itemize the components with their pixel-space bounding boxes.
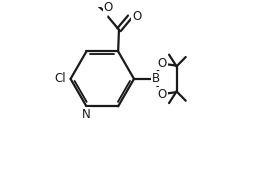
Text: Cl: Cl <box>55 72 66 85</box>
Text: N: N <box>82 108 91 121</box>
Text: O: O <box>158 88 167 101</box>
Text: O: O <box>104 1 113 14</box>
Text: O: O <box>132 10 142 23</box>
Text: O: O <box>158 57 167 70</box>
Text: B: B <box>152 72 160 85</box>
